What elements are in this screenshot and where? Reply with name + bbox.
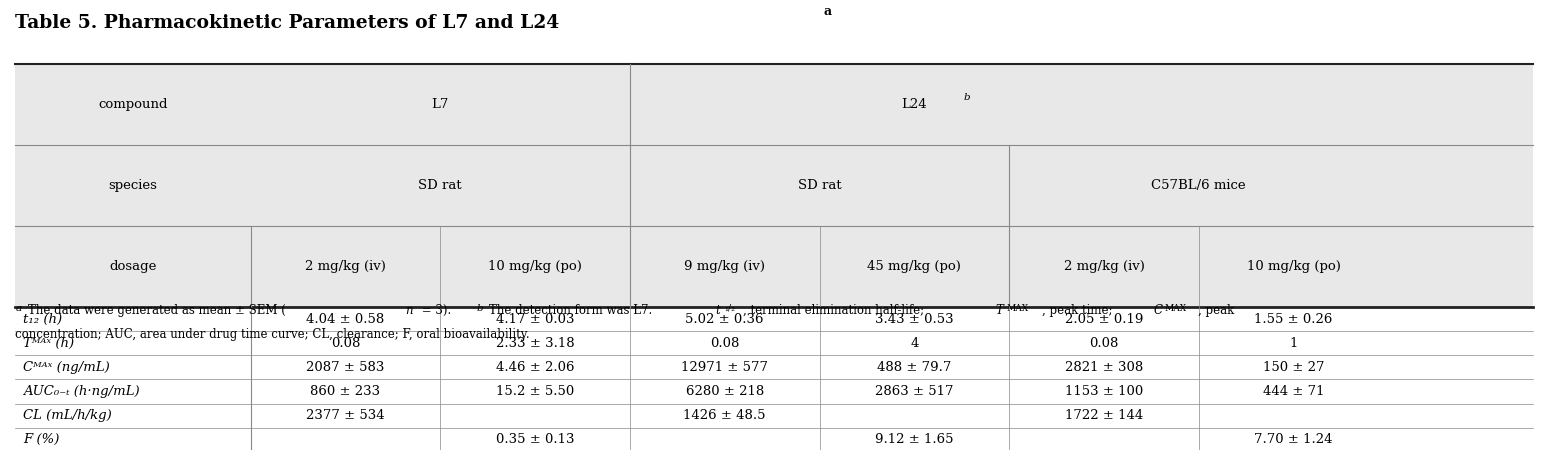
Text: 1426 ± 48.5: 1426 ± 48.5 [684,409,766,422]
Text: MAX: MAX [1006,304,1028,313]
Text: The data were generated as mean ± SEM (: The data were generated as mean ± SEM ( [28,304,286,316]
Text: 2 mg/kg (iv): 2 mg/kg (iv) [1063,260,1144,273]
Bar [15,226,1533,307]
Text: t: t [715,304,720,316]
Text: 2821 ± 308: 2821 ± 308 [1065,361,1142,374]
Bar [15,404,1533,428]
Bar [15,331,1533,356]
Text: 3.43 ± 0.53: 3.43 ± 0.53 [875,313,954,326]
Text: 2863 ± 517: 2863 ± 517 [875,385,954,398]
Text: Cᴹᴬˣ (ng/mL): Cᴹᴬˣ (ng/mL) [23,361,110,374]
Text: Table 5. Pharmacokinetic Parameters of L7 and L24: Table 5. Pharmacokinetic Parameters of L… [15,14,560,32]
Text: 4.04 ± 0.58: 4.04 ± 0.58 [307,313,384,326]
Text: species: species [108,179,158,192]
Text: 7.70 ± 1.24: 7.70 ± 1.24 [1254,433,1333,446]
Text: 150 ± 27: 150 ± 27 [1263,361,1325,374]
Bar [15,428,1533,450]
Text: 1: 1 [1289,337,1297,350]
Bar [15,307,1533,331]
Text: 4: 4 [910,337,918,350]
Text: 444 ± 71: 444 ± 71 [1263,385,1325,398]
Bar [15,379,1533,404]
Text: 5.02 ± 0.36: 5.02 ± 0.36 [686,313,765,326]
Text: SD rat: SD rat [797,179,841,192]
Text: 1.55 ± 0.26: 1.55 ± 0.26 [1254,313,1333,326]
Text: 15.2 ± 5.50: 15.2 ± 5.50 [495,385,574,398]
Text: t₁₂ (h): t₁₂ (h) [23,313,62,326]
Text: 45 mg/kg (po): 45 mg/kg (po) [867,260,961,273]
Text: MAX: MAX [1164,304,1186,313]
Text: 12971 ± 577: 12971 ± 577 [681,361,768,374]
Text: b: b [477,304,483,313]
Text: 2.05 ± 0.19: 2.05 ± 0.19 [1065,313,1142,326]
Text: CL (mL/h/kg): CL (mL/h/kg) [23,409,111,422]
Bar [15,145,1533,226]
Text: 10 mg/kg (po): 10 mg/kg (po) [488,260,582,273]
Text: L24: L24 [901,98,927,111]
Text: a: a [15,304,22,313]
Text: , terminal elimination half-life;: , terminal elimination half-life; [743,304,927,316]
Text: 4.46 ± 2.06: 4.46 ± 2.06 [495,361,574,374]
Text: C57BL/6 mice: C57BL/6 mice [1152,179,1246,192]
Text: SD rat: SD rat [418,179,461,192]
Text: a: a [824,5,831,18]
Text: Tᴹᴬˣ (h): Tᴹᴬˣ (h) [23,337,74,350]
Text: , peak: , peak [1198,304,1234,316]
Text: L7: L7 [432,98,449,111]
Text: 488 ± 79.7: 488 ± 79.7 [878,361,952,374]
Text: 1153 ± 100: 1153 ± 100 [1065,385,1142,398]
Text: F (%): F (%) [23,433,59,446]
Text: dosage: dosage [110,260,156,273]
Text: , peak time;: , peak time; [1042,304,1116,316]
Text: AUC₀₋ₜ (h·ng/mL): AUC₀₋ₜ (h·ng/mL) [23,385,139,398]
Text: 9 mg/kg (iv): 9 mg/kg (iv) [684,260,765,273]
Text: 2 mg/kg (iv): 2 mg/kg (iv) [305,260,385,273]
Text: 0.35 ± 0.13: 0.35 ± 0.13 [495,433,574,446]
Text: 2377 ± 534: 2377 ± 534 [307,409,385,422]
Text: 2.33 ± 3.18: 2.33 ± 3.18 [495,337,574,350]
Text: 0.08: 0.08 [1090,337,1119,350]
Text: n: n [406,304,413,316]
Text: 2087 ± 583: 2087 ± 583 [307,361,384,374]
Text: C: C [1153,304,1163,316]
Text: 6280 ± 218: 6280 ± 218 [686,385,763,398]
Text: = 3).: = 3). [418,304,455,316]
Text: 0.08: 0.08 [331,337,361,350]
Text: 1722 ± 144: 1722 ± 144 [1065,409,1142,422]
Text: compound: compound [99,98,167,111]
Text: 0.08: 0.08 [711,337,740,350]
Text: 860 ± 233: 860 ± 233 [310,385,381,398]
Text: b: b [964,93,971,102]
Text: concentration; AUC, area under drug time curve; CL, clearance; F, oral bioavaila: concentration; AUC, area under drug time… [15,328,529,341]
Text: 4.17 ± 0.03: 4.17 ± 0.03 [495,313,574,326]
Text: 9.12 ± 1.65: 9.12 ± 1.65 [875,433,954,446]
Text: 10 mg/kg (po): 10 mg/kg (po) [1246,260,1341,273]
Text: T: T [995,304,1003,316]
Text: The detection form was L7.: The detection form was L7. [489,304,656,316]
Bar [15,356,1533,379]
Text: ₁/₂: ₁/₂ [724,304,735,313]
Bar [15,63,1533,145]
